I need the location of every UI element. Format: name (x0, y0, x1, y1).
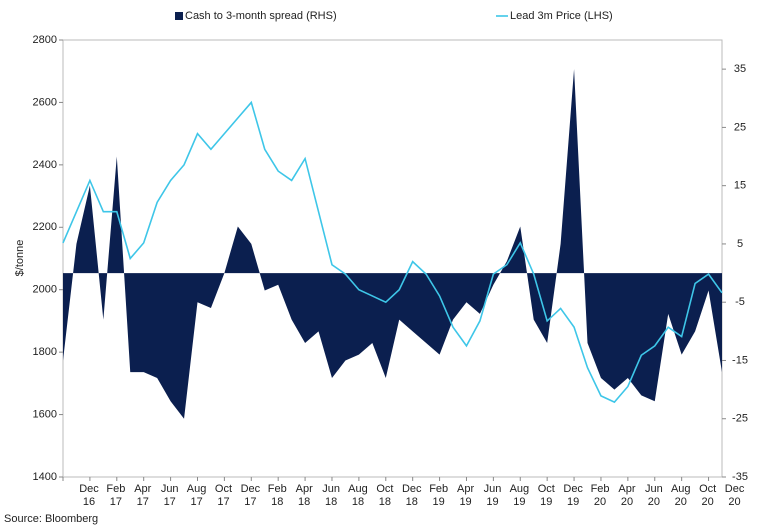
y-tick-label: 2400 (33, 159, 57, 171)
x-tick-label: Dec 19 (563, 483, 583, 508)
x-tick-label: Apr 18 (295, 483, 313, 508)
x-tick-label: Oct 19 (537, 483, 555, 508)
y2-tick-label: -25 (732, 413, 748, 425)
y-tick-label: 2600 (33, 96, 57, 108)
spread-area (63, 69, 722, 419)
x-tick-label: Jun 18 (322, 483, 340, 508)
legend-swatch (175, 12, 183, 20)
y2-tick-label: 25 (734, 121, 746, 133)
y-tick-label: 1400 (33, 471, 57, 483)
x-tick-label: Feb 19 (429, 483, 449, 508)
x-tick-label: Feb 20 (590, 483, 610, 508)
x-tick-label: Aug 20 (670, 483, 691, 508)
x-tick-label: Jun 17 (160, 483, 179, 508)
price-line (62, 100, 723, 404)
y2-tick-label: 15 (734, 180, 746, 192)
x-tick-label: Jun 19 (483, 483, 502, 508)
y-axis-label: $/tonne (14, 240, 26, 277)
legend-label: Lead 3m Price (LHS) (510, 10, 613, 22)
x-tick-label: Jun 20 (644, 483, 663, 508)
y2-tick-label: -15 (732, 354, 748, 366)
x-tick-label: Oct 20 (699, 483, 717, 508)
x-tick-label: Oct 17 (214, 483, 233, 508)
x-tick-label: Feb 18 (267, 483, 287, 508)
legend-label: Cash to 3-month spread (RHS) (185, 10, 337, 22)
y-tick-label: 1600 (33, 408, 57, 420)
plot-frame (62, 39, 723, 478)
x-tick-label: Apr 19 (457, 483, 475, 508)
x-tick-label: Oct 18 (376, 483, 394, 508)
source: Source: Bloomberg (4, 513, 98, 525)
x-tick-label: Feb 17 (106, 483, 126, 508)
x-tick-label: Dec 17 (240, 483, 261, 508)
y-tick-label: 2000 (33, 284, 57, 296)
x-tick-label: Dec 18 (401, 483, 422, 508)
x-tick-label: Aug 19 (509, 483, 530, 508)
x-tick-label: Dec 20 (724, 483, 745, 508)
x-tick-label: Apr 20 (618, 483, 636, 508)
y2-tick-label: -5 (735, 296, 745, 308)
y2-tick-label: 5 (737, 238, 743, 250)
x-tick-label: Aug 18 (348, 483, 368, 508)
y-tick-label: 2800 (33, 34, 57, 46)
y2-tick-label: -35 (732, 471, 748, 483)
y-tick-label: 1800 (33, 346, 57, 358)
x-tick-label: Apr 17 (134, 483, 152, 508)
y2-tick-label: 35 (734, 63, 746, 75)
x-tick-label: Dec 16 (79, 483, 99, 508)
y-tick-label: 2200 (33, 221, 57, 233)
x-tick-label: Aug 17 (186, 483, 207, 508)
